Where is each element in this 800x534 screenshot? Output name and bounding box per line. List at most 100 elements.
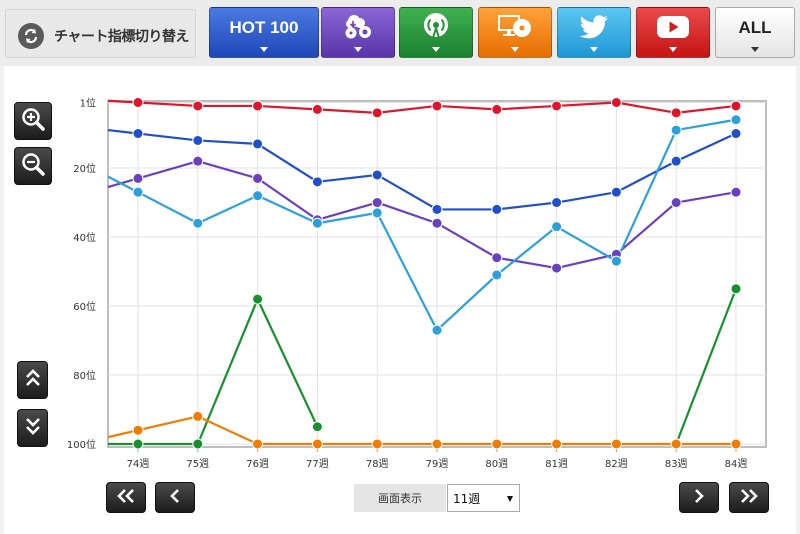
double-chevron-down-icon [24, 416, 42, 440]
hot100-label: HOT 100 [229, 17, 299, 37]
data-point [132, 424, 144, 436]
data-point [311, 438, 323, 450]
series-line [675, 288, 738, 445]
x-tick-label: 83週 [665, 458, 688, 470]
data-point [192, 155, 204, 167]
data-point [252, 172, 264, 184]
data-point [252, 293, 264, 305]
data-point [371, 207, 383, 219]
x-tick-label: 77週 [306, 458, 329, 470]
y-tick-label: 20位 [73, 162, 96, 175]
data-point [491, 438, 503, 450]
data-point [252, 438, 264, 450]
radio-chart-button[interactable] [399, 7, 473, 58]
last-page-button[interactable] [729, 482, 769, 513]
download-chart-button[interactable] [321, 7, 395, 58]
data-point [371, 197, 383, 209]
x-tick-label: 80週 [485, 458, 508, 470]
x-tick-label: 78週 [366, 458, 389, 470]
y-tick-label: 60位 [73, 300, 96, 313]
data-point [730, 186, 742, 198]
prev-page-button[interactable] [155, 482, 195, 513]
all-chart-button[interactable]: ALL [715, 7, 795, 58]
data-point [311, 176, 323, 188]
data-point [730, 114, 742, 126]
scroll-down-button[interactable] [17, 409, 48, 447]
x-tick-label: 82週 [605, 458, 628, 470]
data-point [730, 438, 742, 450]
data-point [730, 128, 742, 140]
data-point [610, 186, 622, 198]
data-point [551, 438, 563, 450]
data-point [192, 410, 204, 422]
data-point [371, 438, 383, 450]
double-chevron-up-icon [24, 368, 42, 392]
x-tick-label: 76週 [246, 458, 269, 470]
dropdown-arrow-icon [507, 496, 513, 502]
scroll-up-button[interactable] [17, 361, 48, 399]
data-point [670, 124, 682, 136]
data-point [132, 186, 144, 198]
first-page-button[interactable] [106, 482, 146, 513]
display-range-select[interactable]: 11週 [447, 484, 520, 512]
caret-down-icon [354, 47, 362, 52]
chart-switch-label: チャート指標切り替え [5, 9, 196, 58]
data-point [670, 197, 682, 209]
series-line [138, 298, 319, 446]
data-point [132, 128, 144, 140]
data-point [252, 190, 264, 202]
data-point [610, 97, 622, 108]
data-point [311, 103, 323, 115]
data-point [491, 269, 503, 281]
data-point [491, 203, 503, 215]
data-point [192, 100, 204, 112]
x-tick-label: 79週 [426, 458, 449, 470]
caret-down-icon [590, 47, 598, 52]
data-point [431, 217, 443, 229]
x-tick-label: 84週 [725, 458, 748, 470]
double-chevron-left-icon [115, 488, 137, 508]
data-point [670, 107, 682, 119]
twitter-chart-button[interactable] [557, 7, 631, 58]
zoom-in-button[interactable] [14, 102, 52, 140]
switch-label-text: チャート指標切り替え [54, 29, 189, 45]
data-point [491, 252, 503, 264]
y-tick-label: 80位 [73, 369, 96, 382]
zoom-out-icon [20, 151, 46, 181]
data-point [551, 197, 563, 209]
data-point [431, 100, 443, 112]
data-point [371, 107, 383, 119]
data-point [132, 438, 144, 450]
youtube-chart-button[interactable] [636, 7, 710, 58]
data-point [192, 438, 204, 450]
data-point [431, 438, 443, 450]
x-tick-label: 75週 [186, 458, 209, 470]
tv-chart-button[interactable] [478, 7, 552, 58]
data-point [192, 134, 204, 146]
monitor-disc-icon [498, 14, 532, 44]
x-tick-label: 74週 [127, 458, 150, 470]
data-point [491, 103, 503, 115]
data-point [730, 100, 742, 112]
chevron-left-icon [168, 488, 182, 508]
y-tick-label: 100位 [67, 438, 96, 451]
refresh-icon [18, 23, 44, 49]
data-point [252, 100, 264, 112]
all-label: ALL [738, 17, 772, 37]
next-page-button[interactable] [679, 482, 719, 513]
data-point [371, 169, 383, 181]
data-point [670, 438, 682, 450]
data-point [551, 262, 563, 274]
data-point [431, 324, 443, 336]
data-point [670, 155, 682, 167]
chart-toolbar: チャート指標切り替え HOT 100 [0, 0, 800, 66]
download-cloud-icon [341, 14, 375, 44]
data-point [132, 172, 144, 184]
zoom-out-button[interactable] [14, 147, 52, 185]
youtube-play-icon [657, 15, 689, 42]
display-range-value: 11週 [453, 491, 481, 506]
x-tick-label: 81週 [545, 458, 568, 470]
data-point [610, 438, 622, 450]
hot100-button[interactable]: HOT 100 [209, 7, 319, 58]
